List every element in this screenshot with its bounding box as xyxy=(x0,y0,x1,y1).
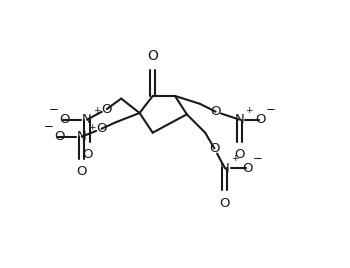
Text: +: + xyxy=(93,106,100,115)
Text: +: + xyxy=(245,106,253,115)
Text: O: O xyxy=(210,105,221,118)
Text: O: O xyxy=(82,148,92,161)
Text: O: O xyxy=(96,122,107,135)
Text: O: O xyxy=(54,130,65,143)
Text: O: O xyxy=(147,49,158,63)
Text: O: O xyxy=(102,103,112,116)
Text: O: O xyxy=(242,162,252,175)
Text: O: O xyxy=(60,113,70,126)
Text: N: N xyxy=(220,162,230,175)
Text: N: N xyxy=(234,113,244,126)
Text: O: O xyxy=(255,113,266,126)
Text: −: − xyxy=(266,103,276,116)
Text: −: − xyxy=(49,103,59,116)
Text: N: N xyxy=(82,113,92,126)
Text: O: O xyxy=(219,197,230,210)
Text: N: N xyxy=(77,130,87,143)
Text: O: O xyxy=(209,142,219,155)
Text: −: − xyxy=(253,152,263,165)
Text: +: + xyxy=(88,123,95,132)
Text: −: − xyxy=(43,121,54,133)
Text: O: O xyxy=(77,166,87,178)
Text: +: + xyxy=(231,154,238,163)
Text: O: O xyxy=(234,148,245,161)
